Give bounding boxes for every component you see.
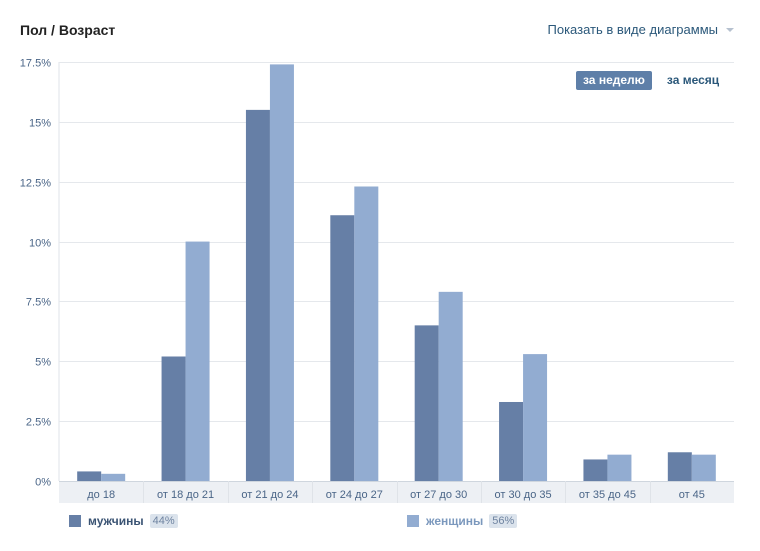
- bar-women: [523, 354, 548, 481]
- legend-share-men: 44%: [149, 514, 178, 528]
- legend-item-men[interactable]: мужчины 44%: [69, 514, 178, 528]
- bar-women: [438, 291, 463, 481]
- bar-men: [414, 325, 439, 481]
- plot-area: [59, 62, 734, 481]
- bar-men: [330, 215, 355, 481]
- y-tick-label: 17.5%: [20, 58, 51, 70]
- y-tick-label: 7.5%: [26, 297, 51, 309]
- y-tick-label: 10%: [29, 238, 51, 250]
- x-tick-label: от 24 до 27: [326, 489, 383, 501]
- legend-swatch-men: [69, 515, 81, 527]
- bar-women: [185, 241, 210, 481]
- y-tick-label: 2.5%: [26, 417, 51, 429]
- x-tick-label: от 45: [679, 489, 705, 501]
- y-tick-label: 0%: [35, 477, 51, 489]
- y-tick-label: 15%: [29, 118, 51, 130]
- bar-women: [354, 186, 379, 481]
- bar-men: [499, 401, 524, 481]
- legend-label-women: женщины: [426, 514, 484, 528]
- tab-week[interactable]: за неделю: [576, 71, 652, 90]
- bar-women: [691, 454, 716, 481]
- x-tick-label: от 30 до 35: [495, 489, 552, 501]
- x-tick-label: до 18: [87, 489, 115, 501]
- bar-men: [583, 459, 608, 481]
- bar-men: [161, 356, 186, 481]
- bar-women: [101, 473, 126, 481]
- legend-share-women: 56%: [489, 514, 518, 528]
- legend-swatch-women: [407, 515, 419, 527]
- bar-women: [607, 454, 632, 481]
- bar-men: [245, 109, 270, 481]
- x-tick-label: от 35 до 45: [579, 489, 636, 501]
- page-title: Пол / Возраст: [20, 22, 116, 38]
- period-tabs: за неделю за месяц: [576, 71, 726, 90]
- legend-label-men: мужчины: [88, 514, 144, 528]
- view-mode-dropdown[interactable]: Показать в виде диаграммы: [547, 22, 734, 37]
- y-tick-label: 5%: [35, 357, 51, 369]
- x-tick-label: от 18 до 21: [157, 489, 214, 501]
- view-mode-label: Показать в виде диаграммы: [547, 22, 719, 37]
- x-tick-label: от 21 до 24: [241, 489, 298, 501]
- legend-item-women[interactable]: женщины 56%: [407, 514, 518, 528]
- bar-women: [269, 64, 294, 481]
- tab-month[interactable]: за месяц: [666, 73, 720, 87]
- bar-men: [667, 452, 692, 481]
- bar-men: [77, 471, 102, 481]
- y-tick-label: 12.5%: [20, 178, 51, 190]
- chevron-down-icon: [726, 27, 734, 32]
- x-tick-label: от 27 до 30: [410, 489, 467, 501]
